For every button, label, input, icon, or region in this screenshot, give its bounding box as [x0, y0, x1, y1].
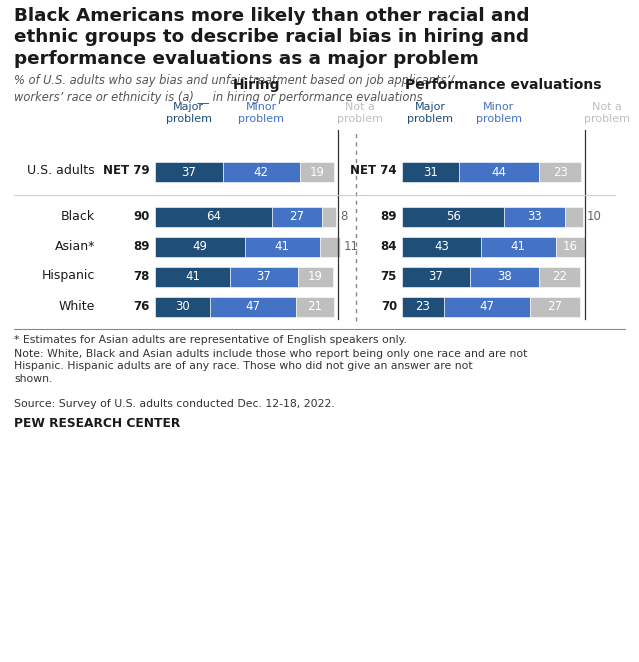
Bar [155, 267, 230, 287]
Bar [402, 162, 459, 182]
Bar [504, 207, 565, 227]
Text: 41: 41 [511, 240, 526, 254]
Text: Note: White, Black and Asian adults include those who report being only one race: Note: White, Black and Asian adults incl… [14, 349, 527, 384]
Text: Minor
problem: Minor problem [238, 102, 284, 124]
Text: 76: 76 [134, 299, 150, 312]
Bar [223, 162, 300, 182]
Text: 23: 23 [415, 301, 431, 314]
Text: 30: 30 [175, 301, 190, 314]
Text: * Estimates for Asian adults are representative of English speakers only.: * Estimates for Asian adults are represe… [14, 335, 407, 345]
Text: 10: 10 [587, 211, 602, 224]
Bar [530, 297, 580, 317]
Text: 44: 44 [491, 166, 507, 179]
Text: 90: 90 [134, 209, 150, 222]
Text: Black: Black [61, 209, 95, 222]
Text: Source: Survey of U.S. adults conducted Dec. 12-18, 2022.: Source: Survey of U.S. adults conducted … [14, 399, 335, 409]
Text: 56: 56 [446, 211, 461, 224]
Text: 43: 43 [434, 240, 449, 254]
Text: 22: 22 [552, 271, 567, 283]
Text: Asian*: Asian* [54, 240, 95, 252]
Bar [155, 162, 223, 182]
Text: Not a
problem: Not a problem [337, 102, 383, 124]
Text: 37: 37 [181, 166, 196, 179]
Bar [210, 297, 296, 317]
Bar [402, 297, 444, 317]
Text: 27: 27 [289, 211, 304, 224]
Text: NET 79: NET 79 [104, 164, 150, 177]
Text: 84: 84 [380, 240, 397, 252]
Bar [402, 207, 504, 227]
Bar [402, 237, 481, 257]
Text: Black Americans more likely than other racial and
ethnic groups to describe raci: Black Americans more likely than other r… [14, 7, 530, 68]
Text: 78: 78 [134, 269, 150, 283]
Text: Hiring: Hiring [233, 78, 281, 92]
Text: Hispanic: Hispanic [42, 269, 95, 283]
Bar [300, 162, 334, 182]
Bar [481, 237, 556, 257]
Text: 42: 42 [254, 166, 268, 179]
Bar [230, 267, 298, 287]
Text: 49: 49 [192, 240, 207, 254]
Text: Not a
problem: Not a problem [584, 102, 630, 124]
Text: U.S. adults: U.S. adults [27, 164, 95, 177]
Bar [272, 207, 321, 227]
Bar [565, 207, 583, 227]
Text: Minor
problem: Minor problem [476, 102, 522, 124]
Text: Performance evaluations: Performance evaluations [405, 78, 602, 92]
Bar [459, 162, 539, 182]
Text: PEW RESEARCH CENTER: PEW RESEARCH CENTER [14, 417, 180, 430]
Text: 11: 11 [344, 240, 359, 254]
Text: White: White [59, 299, 95, 312]
Text: 75: 75 [381, 269, 397, 283]
Text: 23: 23 [553, 166, 567, 179]
Text: 70: 70 [381, 299, 397, 312]
Bar [402, 267, 470, 287]
Text: 21: 21 [307, 301, 323, 314]
Bar [155, 297, 210, 317]
Bar [321, 207, 336, 227]
Text: % of U.S. adults who say bias and unfair treatment based on job applicants’/
wor: % of U.S. adults who say bias and unfair… [14, 74, 454, 103]
Text: 47: 47 [245, 301, 261, 314]
Bar [245, 237, 320, 257]
Text: 89: 89 [380, 209, 397, 222]
Text: 64: 64 [206, 211, 221, 224]
Text: 33: 33 [527, 211, 542, 224]
Bar [296, 297, 334, 317]
Text: NET 74: NET 74 [350, 164, 397, 177]
Text: 89: 89 [134, 240, 150, 252]
Text: 31: 31 [423, 166, 438, 179]
Bar [470, 267, 539, 287]
Bar [539, 267, 580, 287]
Text: 8: 8 [340, 211, 348, 224]
Text: 37: 37 [428, 271, 443, 283]
Text: 16: 16 [563, 240, 578, 254]
Bar [444, 297, 530, 317]
Text: 19: 19 [307, 271, 323, 283]
Text: 37: 37 [256, 271, 272, 283]
Text: Major
problem: Major problem [408, 102, 453, 124]
Text: 41: 41 [185, 271, 200, 283]
Text: 47: 47 [480, 301, 495, 314]
Text: 41: 41 [275, 240, 289, 254]
Bar [539, 162, 581, 182]
Text: 27: 27 [548, 301, 562, 314]
Text: 38: 38 [497, 271, 512, 283]
Bar [155, 207, 272, 227]
Bar [155, 237, 245, 257]
Bar [298, 267, 332, 287]
Bar [320, 237, 340, 257]
Bar [556, 237, 585, 257]
Text: Major
problem: Major problem [166, 102, 212, 124]
Text: 19: 19 [309, 166, 325, 179]
